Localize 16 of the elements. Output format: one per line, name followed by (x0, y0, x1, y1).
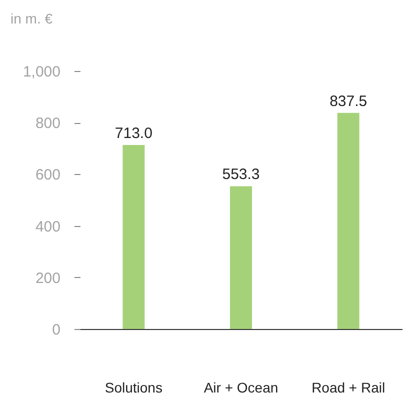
bar (122, 145, 145, 329)
y-axis-title: in m. € (10, 10, 53, 26)
y-tick-label: 600 (35, 166, 60, 184)
y-tick-label: 400 (35, 218, 60, 236)
y-tick-label: 1,000 (22, 64, 60, 80)
x-tick-label: Air + Ocean (204, 380, 278, 396)
x-tick-label: Road + Rail (312, 380, 386, 396)
bar (337, 112, 360, 329)
x-tick-label: Solutions (104, 380, 162, 396)
data-label: 713.0 (114, 125, 152, 142)
y-tick-label: 200 (35, 270, 60, 287)
y-tick-label: 0 (52, 322, 60, 338)
data-label: 837.5 (330, 92, 368, 110)
bar (230, 186, 252, 329)
y-tick-label: 800 (35, 115, 60, 132)
data-label: 553.3 (222, 166, 260, 184)
